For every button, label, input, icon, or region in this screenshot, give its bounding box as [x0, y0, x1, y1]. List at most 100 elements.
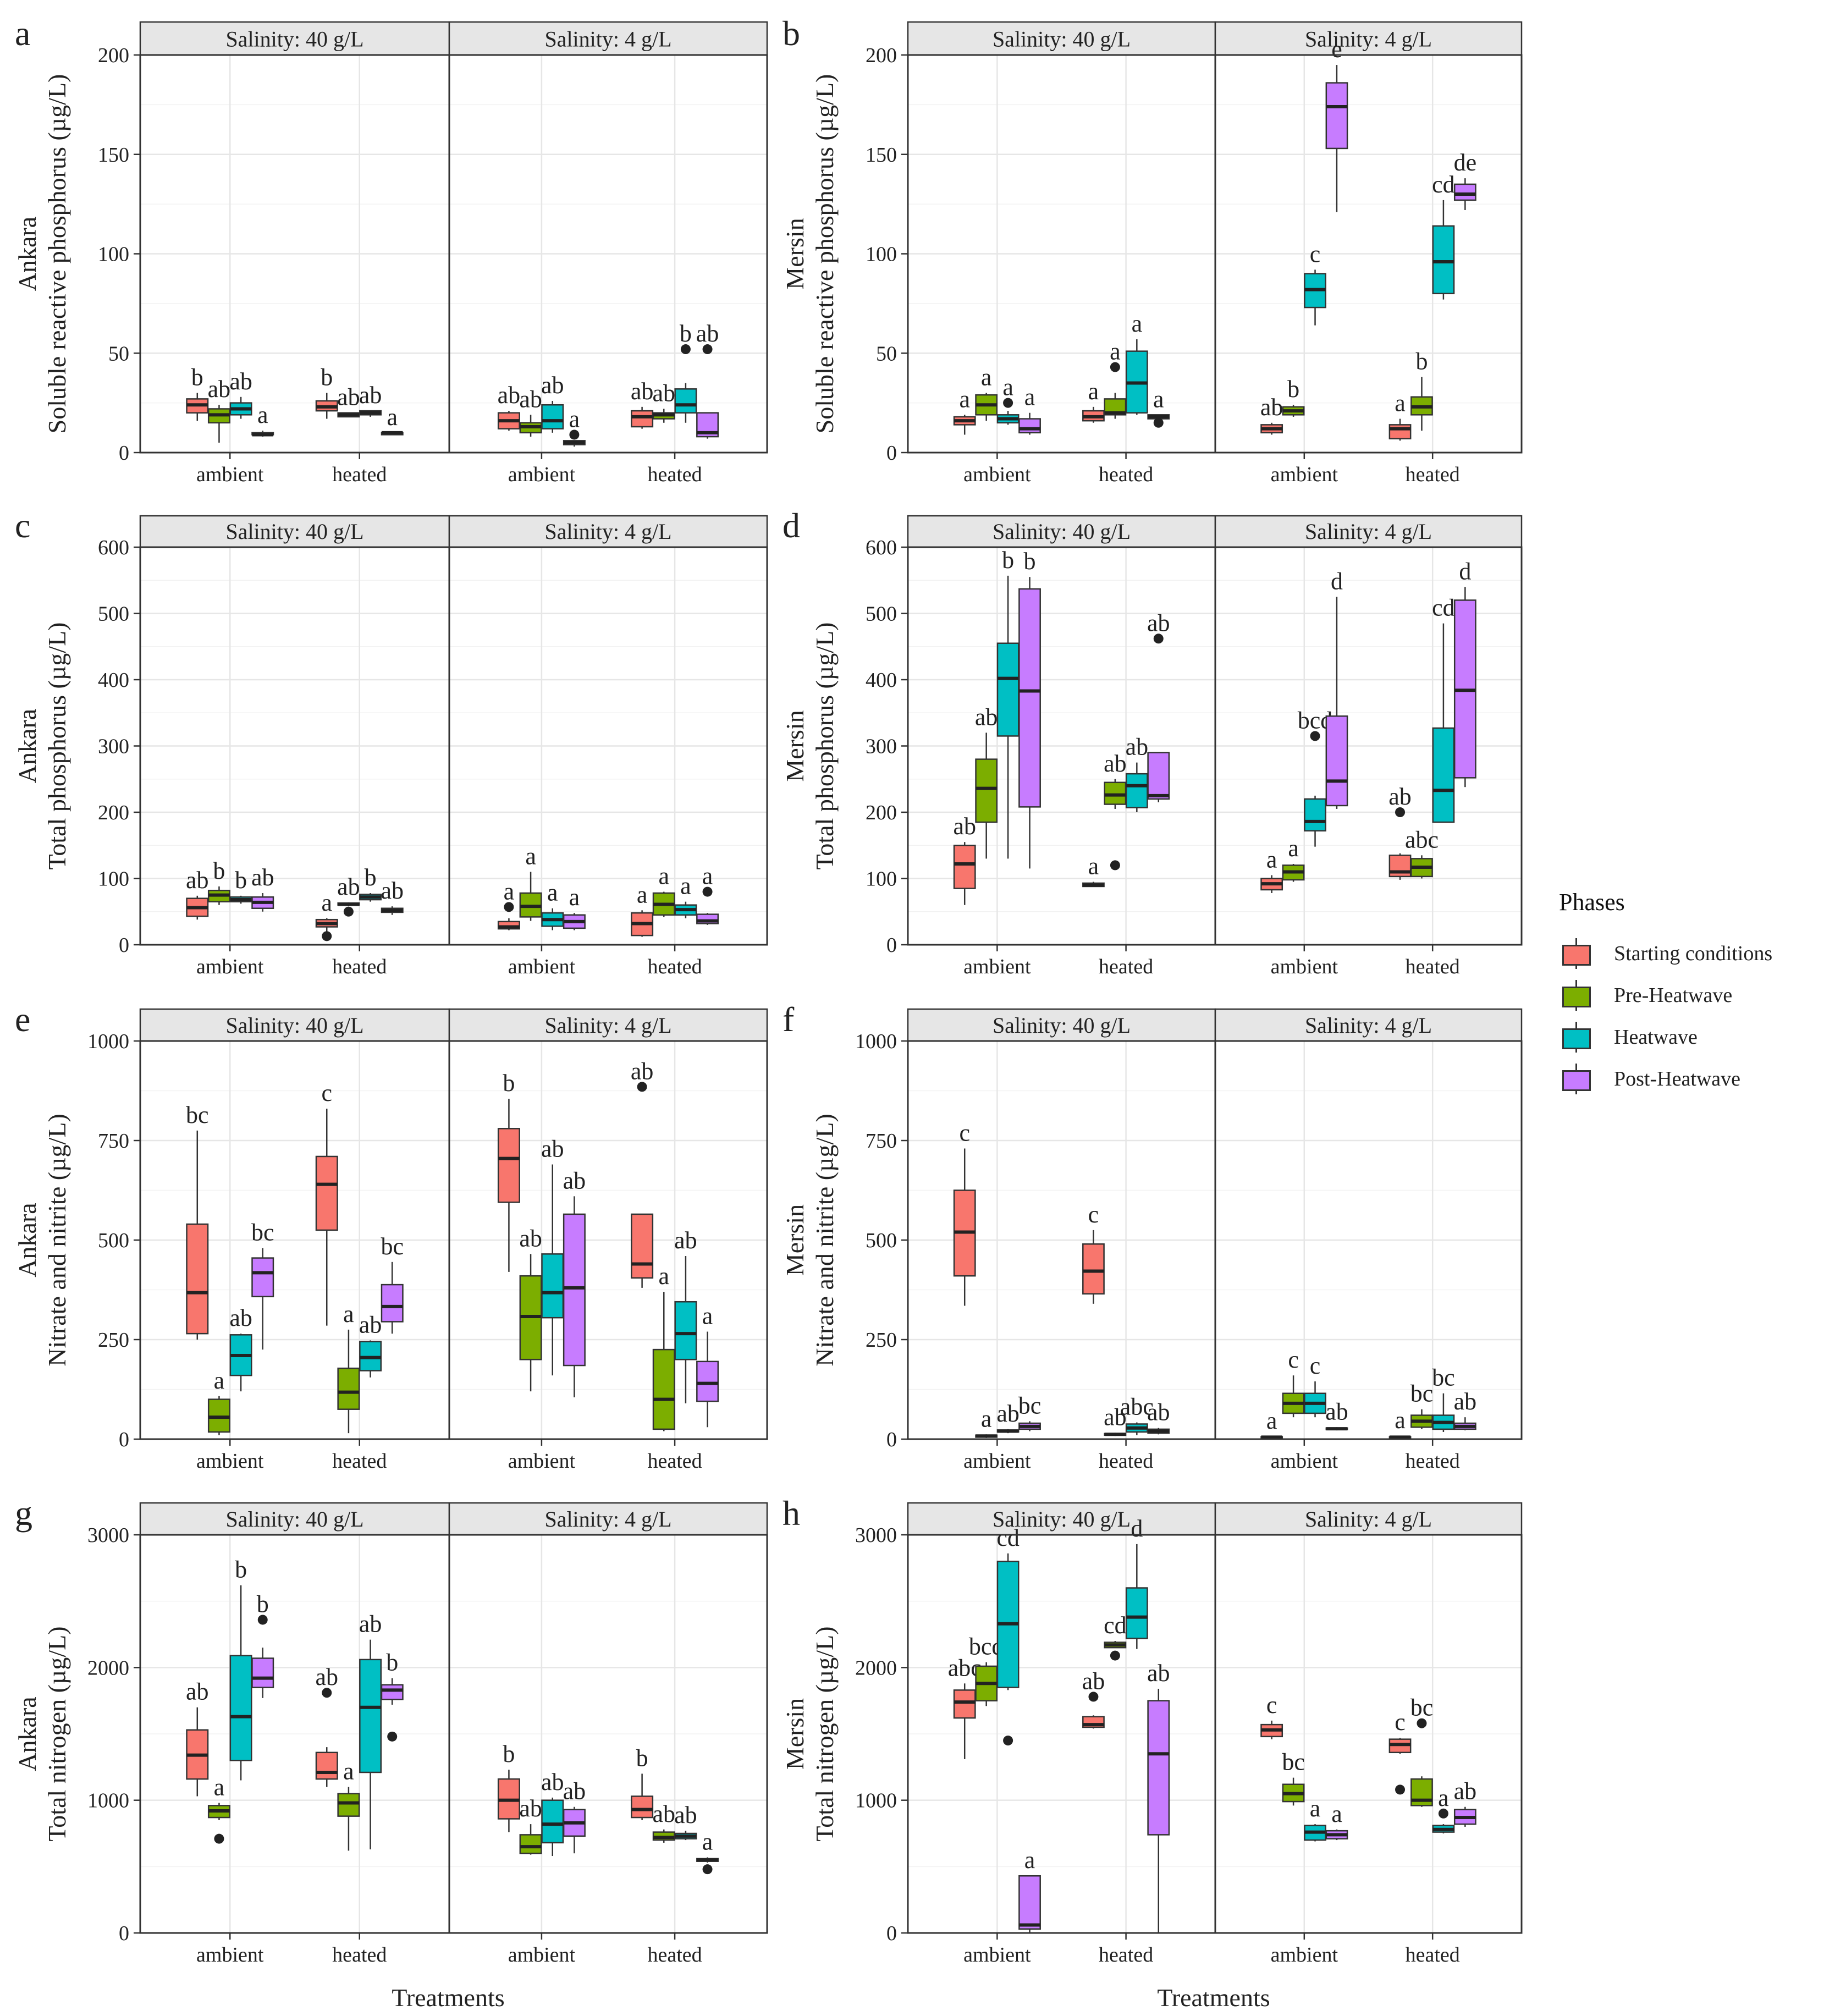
- facet-strip-label: Salinity: 4 g/L: [1305, 26, 1432, 51]
- significance-letter: a: [702, 1303, 713, 1330]
- box-post-heatwave: ab: [1147, 1660, 1170, 1933]
- y-tick-label: 3000: [87, 1524, 129, 1547]
- outlier-point: [680, 344, 691, 355]
- box-pre-heatwave: ab: [519, 385, 542, 437]
- significance-letter: ab: [696, 320, 719, 347]
- significance-letter: bc: [1432, 1364, 1455, 1391]
- facet-strip-label: Salinity: 40 g/L: [993, 1507, 1131, 1532]
- box-iqr: [541, 1253, 564, 1319]
- box-heatwave: a: [674, 873, 697, 918]
- x-tick-label: heated: [332, 463, 387, 486]
- legend-item-post-heatwave: Post-Heatwave: [1559, 1058, 1817, 1100]
- box-starting: a: [1388, 390, 1412, 441]
- box-pre-heatwave: a: [652, 1263, 675, 1431]
- box-heatwave: ab: [359, 382, 382, 417]
- significance-letter: b: [191, 364, 203, 391]
- significance-letter: ab: [652, 379, 675, 406]
- box-heatwave: b: [359, 864, 382, 902]
- x-tick-label: ambient: [196, 955, 264, 978]
- box-heatwave: c: [1304, 240, 1326, 326]
- facet-strip-label: Salinity: 40 g/L: [993, 519, 1131, 544]
- panel-letter: c: [15, 506, 30, 545]
- y-tick-label: 0: [886, 934, 897, 957]
- significance-letter: ab: [315, 1664, 338, 1690]
- y-tick-label: 200: [866, 44, 897, 67]
- significance-letter: a: [981, 364, 992, 391]
- box-heatwave: a: [541, 879, 564, 930]
- outlier-point: [1310, 731, 1320, 741]
- outlier-point: [1003, 398, 1013, 408]
- significance-letter: ab: [186, 867, 209, 894]
- panel-a: Salinity: 40 g/L Salinity: 4 g/Lb abababab…: [13, 14, 768, 486]
- box-starting: ab: [186, 867, 209, 920]
- y-tick-label: 150: [866, 144, 897, 167]
- x-tick-label: ambient: [1271, 463, 1338, 486]
- box-post-heatwave: a: [563, 405, 586, 447]
- box-iqr: [996, 642, 1020, 737]
- y-tick-label: 200: [866, 801, 897, 824]
- box-pre-heatwave: b: [1282, 376, 1305, 417]
- facet-strip: [907, 21, 1216, 56]
- x-tick-label: ambient: [196, 1943, 264, 1967]
- box-heatwave: c: [1304, 1352, 1326, 1418]
- y-tick-label: 0: [886, 1428, 897, 1451]
- outlier-point: [1395, 1784, 1406, 1795]
- y-tick-label: 300: [98, 735, 129, 758]
- box-starting: b: [497, 1740, 520, 1832]
- significance-letter: a: [1266, 1407, 1277, 1434]
- significance-letter: ab: [229, 368, 252, 395]
- box-heatwave: d: [1125, 1515, 1148, 1649]
- significance-letter: d: [1459, 558, 1471, 585]
- significance-letter: a: [1266, 846, 1277, 873]
- significance-letter: c: [1088, 1201, 1099, 1228]
- facet-strip-label: Salinity: 4 g/L: [544, 519, 671, 544]
- significance-letter: a: [343, 1301, 354, 1328]
- box-post-heatwave: b: [251, 1590, 274, 1698]
- significance-letter: ab: [1147, 1399, 1170, 1426]
- panel-f: Salinity: 40 g/L Salinity: 4 g/Lca abbccab…: [781, 1000, 1523, 1473]
- significance-letter: bc: [381, 1233, 404, 1260]
- box-heatwave: ab: [541, 1135, 564, 1376]
- y-tick-label: 0: [119, 934, 129, 957]
- facet-strip-label: Salinity: 4 g/L: [1305, 1013, 1432, 1038]
- box-pre-heatwave: bc: [1282, 1749, 1305, 1806]
- panel-border: [139, 1534, 768, 1934]
- box-starting: a: [1260, 1407, 1283, 1439]
- significance-letter: a: [1153, 385, 1164, 412]
- box-iqr: [337, 1367, 360, 1410]
- y-tick-label: 3000: [855, 1524, 897, 1547]
- box-starting: a: [1260, 846, 1283, 894]
- box-heatwave: ab: [359, 1611, 382, 1849]
- y-tick-label: 100: [98, 868, 129, 891]
- box-post-heatwave: a: [1018, 1847, 1041, 1933]
- y-tick-label: 750: [866, 1130, 897, 1153]
- significance-letter: cd: [1432, 171, 1455, 198]
- significance-letter: c: [1310, 1352, 1321, 1379]
- y-tick-label: 250: [98, 1329, 129, 1352]
- outlier-point: [702, 344, 713, 355]
- box-starting: ab: [1260, 394, 1283, 435]
- box-heatwave: cd: [1432, 594, 1455, 823]
- box-heatwave: ab: [674, 1227, 697, 1403]
- x-tick-label: ambient: [1271, 955, 1338, 978]
- significance-letter: ab: [1082, 1667, 1105, 1694]
- outlier-point: [1417, 1718, 1427, 1728]
- box-iqr: [1147, 1700, 1170, 1836]
- significance-letter: cd: [1104, 1612, 1127, 1639]
- box-heatwave: cd: [1432, 171, 1455, 300]
- significance-letter: ab: [1147, 609, 1170, 636]
- box-pre-heatwave: ab: [1104, 1403, 1127, 1436]
- box-starting: a: [315, 889, 338, 941]
- x-tick-label: ambient: [508, 955, 576, 978]
- y-tick-label: 0: [119, 442, 129, 465]
- y-tick-label: 250: [866, 1329, 897, 1352]
- significance-letter: ab: [381, 877, 404, 904]
- significance-letter: ab: [996, 1400, 1020, 1427]
- box-pre-heatwave: cd: [1104, 1612, 1127, 1661]
- significance-letter: ab: [1104, 1403, 1127, 1430]
- box-starting: b: [497, 1070, 520, 1272]
- y-tick-label: 400: [866, 669, 897, 692]
- x-tick-label: heated: [1099, 1943, 1153, 1967]
- x-tick-label: heated: [1406, 463, 1460, 486]
- x-tick-label: ambient: [508, 1943, 576, 1967]
